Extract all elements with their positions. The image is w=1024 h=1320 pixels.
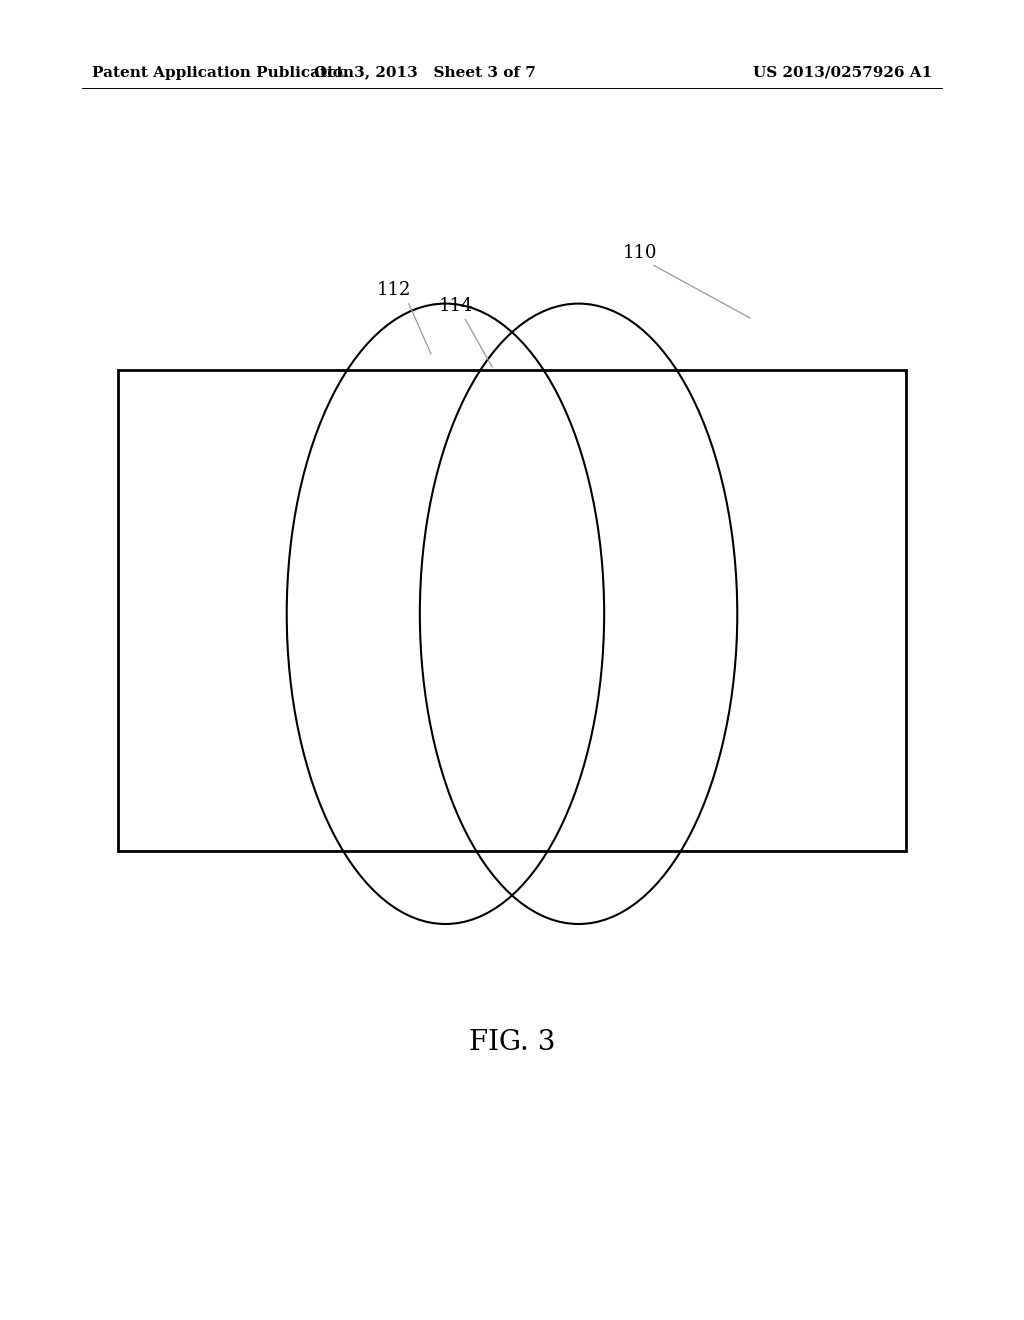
Text: Patent Application Publication: Patent Application Publication [92,66,354,79]
Text: FIG. 3: FIG. 3 [469,1030,555,1056]
Text: 110: 110 [623,244,657,263]
Bar [118,370,906,851]
Text: Oct. 3, 2013   Sheet 3 of 7: Oct. 3, 2013 Sheet 3 of 7 [314,66,536,79]
Text: 114: 114 [438,297,473,315]
Text: US 2013/0257926 A1: US 2013/0257926 A1 [753,66,932,79]
Text: 112: 112 [377,281,412,300]
